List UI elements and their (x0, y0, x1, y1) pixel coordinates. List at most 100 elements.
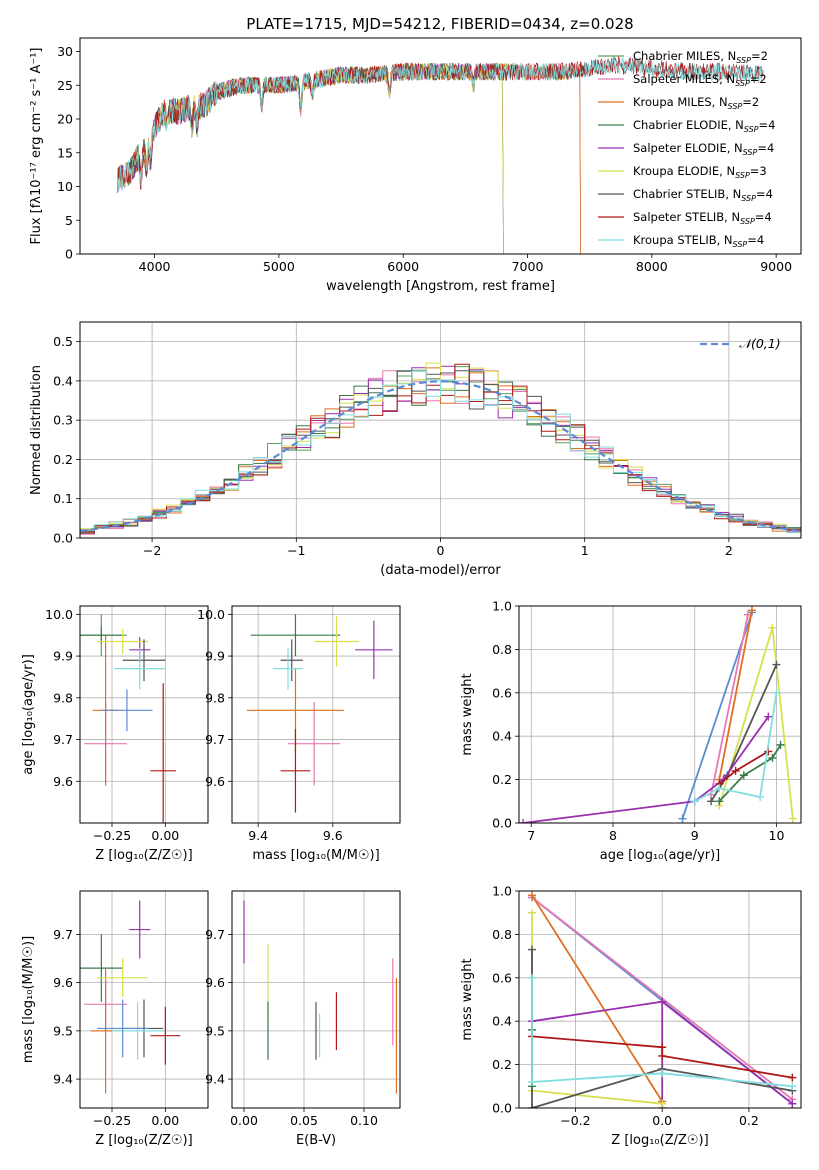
plus-marker (528, 891, 537, 900)
mass-weight-line (718, 610, 753, 780)
plus-marker (658, 1043, 667, 1052)
normal-reference-curve (80, 380, 801, 533)
plus-marker (739, 771, 748, 780)
panel-mass-vs-ebv: 0.00 0.05 0.10 9.4 9.5 9.6 9.7 E(B-V) (205, 890, 401, 1148)
errorbar-point (288, 701, 341, 786)
axes-frame (231, 605, 401, 824)
spectrum-line (116, 56, 764, 193)
x-tick-label: 9000 (760, 259, 792, 274)
mass-weight-line (531, 977, 793, 1088)
x-tick-label: 0 (437, 543, 445, 558)
plus-marker (658, 997, 667, 1006)
y-tick-label: 10 (57, 179, 73, 194)
errorbar-point (273, 647, 303, 690)
plot-area (246, 614, 393, 813)
y-tick-label: 1.0 (492, 599, 512, 614)
mass-weight-line (531, 1035, 793, 1079)
errorbar-point (280, 729, 311, 813)
y-tick-label: 9.6 (53, 975, 73, 990)
plus-marker (768, 623, 777, 632)
plus-marker (731, 766, 740, 775)
plus-marker (528, 908, 537, 917)
y-tick-label: 9.6 (53, 774, 73, 789)
mass-weight-line (718, 744, 782, 802)
plot-area (80, 362, 801, 538)
mass-weight-line (522, 716, 770, 823)
errorbar-point (355, 620, 393, 680)
y-tick-label: 0.1 (53, 491, 73, 506)
x-tick-label: 0.00 (151, 828, 179, 843)
plot-area (80, 614, 176, 823)
y-tick-label: 9.7 (205, 927, 225, 942)
y-tick-label: 0.0 (492, 1101, 512, 1116)
y-tick-label: 9.6 (205, 975, 225, 990)
plus-marker (772, 688, 781, 697)
plus-marker (788, 1099, 797, 1108)
y-tick-label: 9.4 (53, 1072, 73, 1087)
x-tick-label: 10 (769, 828, 785, 843)
y-axis-label: age [log₁₀(age/yr)] (21, 654, 36, 775)
plus-marker (658, 1051, 667, 1060)
y-tick-label: 9.4 (205, 1072, 225, 1087)
plus-marker (772, 660, 781, 669)
x-tick-label: −0.25 (93, 1113, 131, 1128)
x-tick-label: 0.05 (290, 1113, 318, 1128)
x-tick-label: 6000 (387, 259, 419, 274)
x-axis-label: Z [log₁₀(Z/Z☉)] (95, 1133, 192, 1148)
panel-mass-weight-vs-z: −0.2 0.0 0.2 0.0 0.2 0.4 0.6 0.8 1.0 Z [log₁₀(Z/Z… (460, 884, 802, 1148)
y-tick-label: 0.0 (492, 816, 512, 831)
x-tick-label: −2 (143, 543, 161, 558)
y-tick-label: 9.7 (205, 732, 225, 747)
plot-area (528, 891, 797, 1108)
histogram-step (80, 362, 801, 538)
y-tick-label: 25 (57, 78, 73, 93)
y-tick-label: 9.5 (205, 1023, 225, 1038)
y-tick-label: 9.7 (53, 927, 73, 942)
y-tick-label: 9.5 (53, 1023, 73, 1038)
x-tick-label: −0.25 (93, 828, 131, 843)
mass-weight-line (531, 999, 793, 1108)
y-axis-label: mass weight (460, 958, 475, 1040)
y-tick-label: 0.6 (492, 970, 512, 985)
figure-title: PLATE=1715, MJD=54212, FIBERID=0434, z=0… (246, 15, 633, 33)
y-tick-label: 0.8 (492, 642, 512, 657)
plus-marker (707, 797, 716, 806)
x-tick-label: 0.0 (652, 1113, 672, 1128)
plus-marker (747, 606, 756, 615)
errorbar-point (97, 958, 149, 998)
y-tick-label: 0.2 (492, 772, 512, 787)
plus-marker (678, 814, 687, 823)
plus-marker (715, 797, 724, 806)
x-tick-label: −1 (287, 543, 305, 558)
y-tick-label: 10.0 (197, 607, 225, 622)
panel-mass-weight-vs-age: 7 8 9 10 0.0 0.2 0.4 0.6 0.8 1.0 age [log₁₀(age/yr… (460, 599, 802, 863)
y-tick-label: 9.9 (205, 649, 225, 664)
legend-entry: 𝒩(0,1) (739, 336, 781, 351)
y-tick-label: 9.8 (53, 690, 73, 705)
axes-frame (79, 605, 209, 824)
axes-frame (231, 890, 401, 1109)
y-tick-label: 15 (57, 145, 73, 160)
mass-weight-line (710, 614, 749, 795)
plus-marker (658, 1069, 667, 1078)
errorbar-point (97, 628, 149, 654)
y-tick-label: 0.3 (53, 413, 73, 428)
errorbar-point (314, 616, 359, 667)
x-tick-label: 7000 (512, 259, 544, 274)
y-tick-label: 9.6 (205, 774, 225, 789)
panel-mass-vs-z: −0.25 0.00 9.4 9.5 9.6 9.7 Z [log₁₀(Z/Z☉)] mass… (21, 890, 209, 1148)
x-tick-label: 8 (609, 828, 617, 843)
y-axis-label: mass weight (460, 673, 475, 755)
y-tick-label: 9.8 (205, 690, 225, 705)
x-tick-label: 1 (581, 543, 589, 558)
y-axis-label: mass [log₁₀(M/M☉)] (21, 936, 36, 1063)
errorbar-point (80, 934, 123, 1002)
errorbar-point (101, 689, 153, 732)
legend-entry: Kroupa STELIB, NSSP=4 (633, 233, 764, 249)
plus-marker (756, 792, 765, 801)
y-tick-label: 5 (65, 213, 73, 228)
y-tick-label: 0.6 (492, 685, 512, 700)
x-axis-label: mass [log₁₀(M/M☉)] (252, 848, 379, 863)
legend-entry: Chabrier ELODIE, NSSP=4 (633, 118, 775, 134)
errorbar-point (114, 647, 166, 690)
